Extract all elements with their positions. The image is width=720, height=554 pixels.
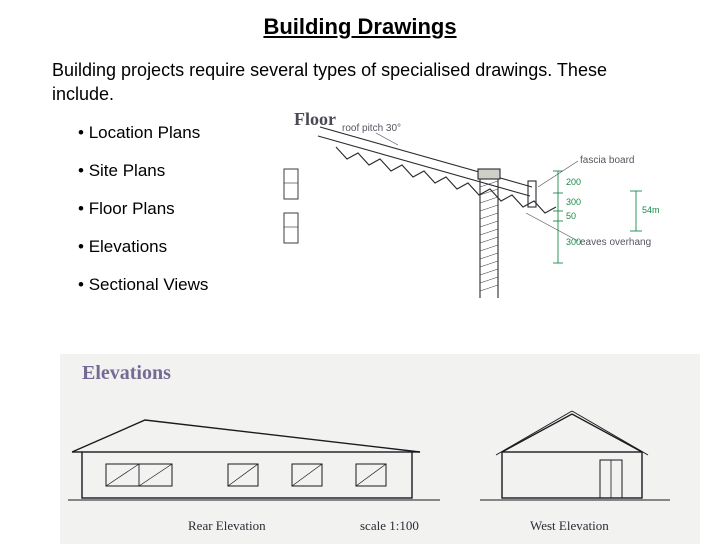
page-title: Building Drawings bbox=[0, 14, 720, 40]
west-caption: West Elevation bbox=[530, 518, 609, 534]
svg-text:50: 50 bbox=[566, 211, 576, 221]
svg-text:300: 300 bbox=[566, 197, 581, 207]
content-row: • Location Plans • Site Plans • Floor Pl… bbox=[0, 113, 720, 313]
floor-label: Floor bbox=[294, 109, 336, 130]
svg-text:54m: 54m bbox=[642, 205, 660, 215]
scale-caption: scale 1:100 bbox=[360, 518, 419, 534]
list-item: • Site Plans bbox=[78, 161, 280, 181]
list-item: • Location Plans bbox=[78, 123, 280, 143]
list-item: • Elevations bbox=[78, 237, 280, 257]
rear-caption: Rear Elevation bbox=[188, 518, 266, 534]
floor-detail-svg: roof pitch 30° fascia board eaves overhang… bbox=[280, 113, 700, 303]
list-item: • Floor Plans bbox=[78, 199, 280, 219]
elevations-figure: Elevations Rear Elevation scale 1:100 We… bbox=[60, 354, 700, 544]
floor-detail-figure: Floor roof pitch 30°fascia boardeaves ov… bbox=[280, 113, 702, 303]
elevations-label: Elevations bbox=[82, 362, 171, 385]
svg-text:200: 200 bbox=[566, 177, 581, 187]
svg-text:fascia board: fascia board bbox=[580, 155, 634, 166]
list-item: • Sectional Views bbox=[78, 275, 280, 295]
svg-text:eaves overhang: eaves overhang bbox=[580, 237, 651, 248]
svg-text:300: 300 bbox=[566, 237, 581, 247]
intro-text: Building projects require several types … bbox=[52, 58, 668, 107]
svg-text:roof pitch 30°: roof pitch 30° bbox=[342, 123, 401, 134]
bullet-list: • Location Plans • Site Plans • Floor Pl… bbox=[0, 113, 280, 313]
